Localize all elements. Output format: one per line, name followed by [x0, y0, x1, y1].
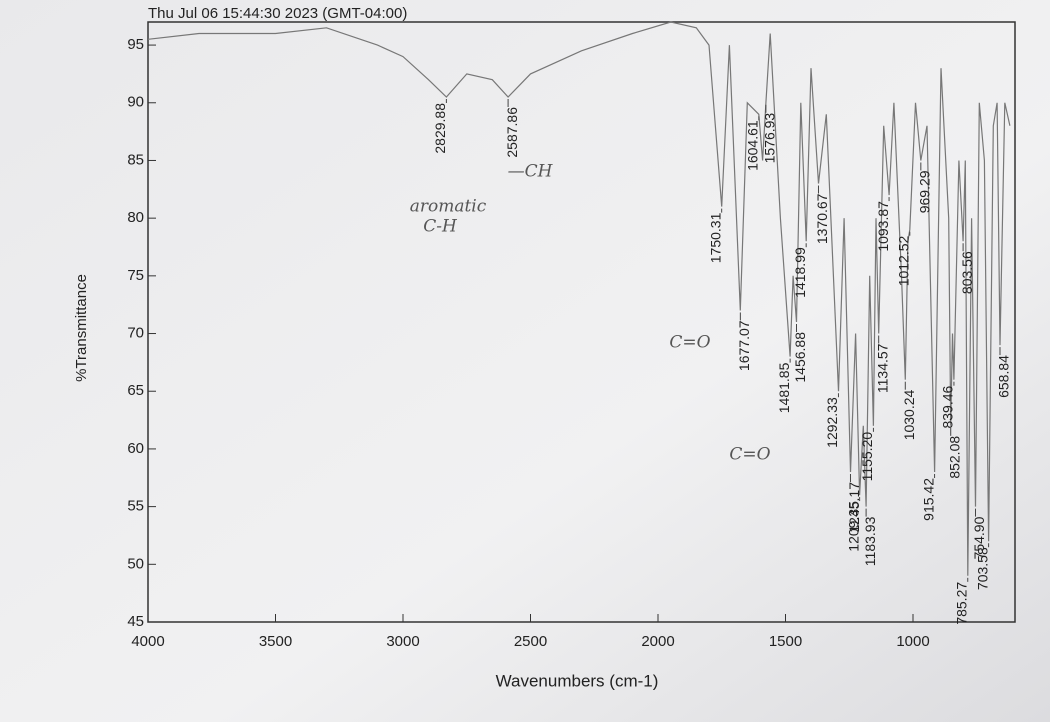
- y-tick-label: 60: [127, 440, 144, 457]
- peak-label: 969.29: [917, 170, 933, 213]
- peak-label: 1245.17: [846, 482, 862, 533]
- peak-label: 1030.24: [901, 389, 917, 440]
- handwritten-note: C=O: [729, 445, 770, 465]
- handwritten-note: —CH: [508, 162, 554, 182]
- peak-label: 803.56: [959, 251, 975, 294]
- peak-label: 1155.20: [859, 432, 875, 482]
- peak-label: 658.84: [996, 355, 1012, 398]
- peak-label: 1209.35: [845, 501, 861, 552]
- peak-label: 1576.93: [762, 113, 778, 164]
- peak-label: 1134.57: [874, 343, 890, 393]
- peak-label: 2587.86: [504, 107, 520, 158]
- peak-label: 1456.88: [792, 332, 808, 383]
- y-tick-label: 90: [127, 94, 144, 111]
- spectrum-line: [147, 21, 1011, 576]
- x-tick-label: 1000: [896, 633, 929, 650]
- peak-label: 754.90: [971, 516, 987, 559]
- peak-label: 703.58: [974, 547, 990, 590]
- peak-label: 839.46: [940, 385, 956, 428]
- y-tick-label: 85: [127, 151, 144, 168]
- peak-label: 1750.31: [707, 212, 723, 263]
- y-tick-label: 55: [127, 498, 144, 515]
- x-tick-label: 1500: [769, 633, 802, 650]
- x-tick-label: 2500: [514, 633, 547, 650]
- handwritten-note: aromatic: [410, 197, 487, 217]
- x-tick-label: 3000: [386, 633, 419, 650]
- y-tick-label: 50: [127, 555, 144, 572]
- peak-label: 852.08: [946, 436, 962, 479]
- peak-label: 915.42: [920, 478, 936, 521]
- y-tick-label: 80: [127, 209, 144, 226]
- peak-label: 2829.88: [432, 103, 448, 154]
- peak-label: 1292.33: [824, 397, 840, 448]
- y-tick-label: 95: [127, 36, 144, 53]
- peak-label: 1370.67: [814, 193, 830, 244]
- plot-frame: [147, 21, 1016, 623]
- x-tick-label: 4000: [131, 633, 164, 650]
- y-tick-label: 65: [127, 382, 144, 399]
- peak-label: 1012.52: [896, 235, 912, 286]
- x-tick-label: 3500: [259, 633, 292, 650]
- handwritten-note: C=O: [669, 333, 710, 353]
- peak-label: 1418.99: [792, 247, 808, 298]
- peak-label: 1093.87: [875, 201, 891, 252]
- peak-label: 1183.93: [862, 516, 878, 566]
- peak-label: 1481.85: [776, 362, 792, 413]
- chart-title: Thu Jul 06 15:44:30 2023 (GMT-04:00): [148, 5, 407, 22]
- y-axis-label: %Transmittance: [73, 274, 90, 382]
- peak-label: 785.27: [953, 582, 969, 625]
- handwritten-note: C-H: [423, 217, 458, 237]
- peak-label: 1604.61: [745, 120, 761, 171]
- x-tick-label: 2000: [641, 633, 674, 650]
- peak-label: 1677.07: [736, 320, 752, 371]
- y-tick-label: 70: [127, 325, 144, 342]
- y-tick-label: 45: [127, 613, 144, 630]
- y-tick-label: 75: [127, 267, 144, 284]
- x-axis-label: Wavenumbers (cm-1): [496, 671, 659, 690]
